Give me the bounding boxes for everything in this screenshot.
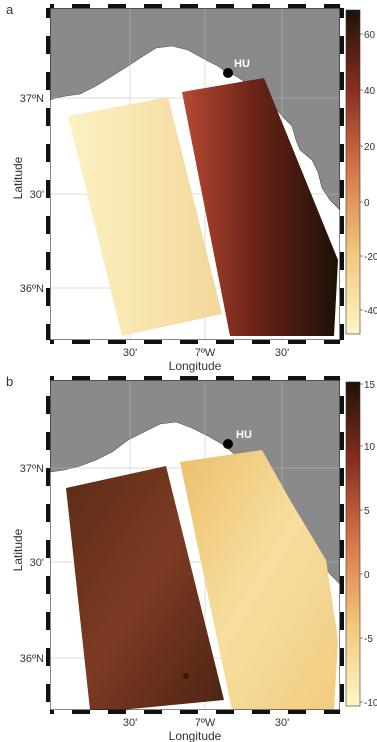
colorbar-tick-label: 40 [364, 86, 376, 97]
sar-swath-west [68, 97, 222, 336]
colorbar-tick-label: 15 [364, 380, 376, 391]
lon-label: 30' [123, 717, 137, 729]
lat-label: 37ºN [20, 463, 44, 475]
frame-left [46, 380, 50, 710]
lat-label: 30' [30, 189, 44, 201]
colorbar-tick-label: 60 [364, 30, 376, 41]
colorbar-tick-label: 10 [364, 442, 376, 453]
colorbar [345, 9, 361, 335]
station-label: HU [236, 429, 252, 441]
lat-label: 36ºN [20, 653, 44, 665]
colorbar-tick-label: 20 [364, 142, 376, 153]
panel-letter: a [6, 2, 14, 17]
station-marker [223, 68, 233, 78]
colorbar-tick-label: -20 [364, 252, 377, 263]
panel-a: a HU 37ºN 30' 36ºN 30' 7ºW [6, 2, 377, 373]
lon-label: 30' [275, 717, 289, 729]
colorbar-tick-label: -40 [364, 306, 377, 317]
station-label: HU [234, 58, 250, 70]
station-marker [223, 439, 233, 449]
lat-label: 37ºN [20, 93, 44, 105]
y-axis-title: Latitude [11, 156, 25, 199]
colorbar-tick-label: -5 [364, 634, 373, 645]
x-axis-title: Longitude [169, 729, 222, 742]
lat-label: 30' [30, 557, 44, 569]
lon-label: 30' [275, 347, 289, 359]
sar-swath-east [182, 78, 338, 336]
lon-label: 7ºW [195, 347, 216, 359]
colorbar-tick-label: 0 [364, 570, 370, 581]
sar-swath-west [66, 466, 224, 710]
frame-right [340, 8, 344, 340]
panel-letter: b [6, 374, 13, 389]
panel-b: b HU 37ºN 30' 36ºN 30' 7ºW 30' Longitude… [6, 374, 377, 742]
colorbar [345, 381, 361, 707]
frame-bottom [50, 340, 340, 344]
x-axis-title: Longitude [169, 359, 222, 373]
colorbar-tick-label: 5 [364, 506, 370, 517]
sar-swath-east [180, 450, 338, 710]
lon-label: 30' [123, 347, 137, 359]
frame-top [50, 376, 340, 380]
dark-spot [183, 673, 189, 679]
frame-bottom [50, 710, 340, 714]
colorbar-tick-label: -10 [364, 698, 377, 709]
frame-top [50, 4, 340, 8]
colorbar-ticks [360, 383, 363, 703]
colorbar-tick-label: 0 [364, 198, 370, 209]
frame-left [46, 8, 50, 340]
colorbar-ticks [360, 33, 363, 311]
y-axis-title: Latitude [11, 528, 25, 571]
lat-label: 36ºN [20, 283, 44, 295]
lon-label: 7ºW [195, 717, 216, 729]
frame-right [340, 380, 344, 710]
